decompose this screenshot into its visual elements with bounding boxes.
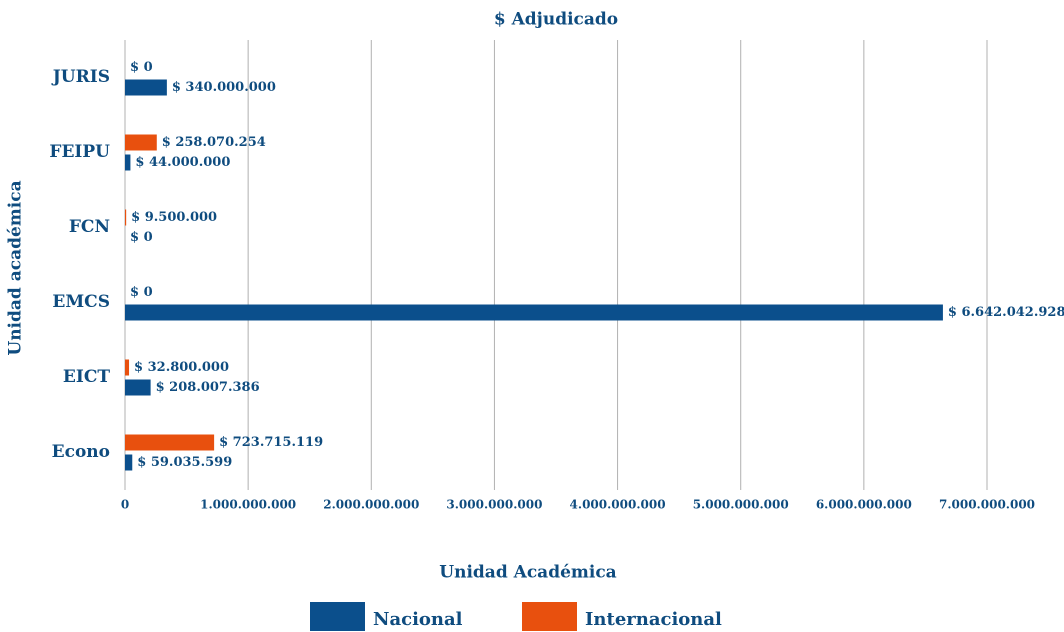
x-tick-label: 1.000.000.000	[200, 498, 296, 512]
y-tick-label: FEIPU	[49, 142, 110, 162]
chart-title: $ Adjudicado	[494, 10, 618, 30]
value-label: $ 723.715.119	[219, 435, 323, 450]
value-label: $ 59.035.599	[137, 455, 232, 470]
x-tick-label: 5.000.000.000	[693, 498, 789, 512]
value-label: $ 6.642.042.928	[948, 305, 1064, 320]
legend-label: Internacional	[585, 609, 722, 630]
bar	[125, 359, 130, 376]
y-tick-label: Econo	[52, 442, 110, 462]
y-axis-title: Unidad académica	[6, 180, 26, 355]
x-tick-label: 6.000.000.000	[816, 498, 912, 512]
value-label: $ 44.000.000	[135, 155, 230, 170]
bar	[125, 209, 127, 226]
y-tick-label: EICT	[63, 367, 110, 387]
bar	[125, 304, 943, 321]
bar	[125, 454, 133, 471]
bar	[125, 134, 157, 151]
legend-swatch	[310, 602, 365, 631]
bar	[125, 379, 151, 396]
value-label: $ 32.800.000	[134, 360, 229, 375]
value-label: $ 258.070.254	[162, 135, 266, 150]
value-label: $ 0	[130, 230, 153, 245]
value-label: $ 0	[130, 60, 153, 75]
x-axis-title: Unidad Académica	[439, 563, 616, 583]
bar	[125, 154, 131, 171]
legend-swatch	[522, 602, 577, 631]
value-label: $ 208.007.386	[156, 380, 260, 395]
y-tick-label: FCN	[69, 217, 110, 237]
y-tick-label: EMCS	[52, 292, 110, 312]
x-tick-label: 0	[121, 498, 129, 512]
y-tick-label: JURIS	[51, 67, 110, 87]
x-tick-label: 2.000.000.000	[323, 498, 419, 512]
bar	[125, 434, 215, 451]
value-label: $ 0	[130, 285, 153, 300]
value-label: $ 9.500.000	[131, 210, 217, 225]
x-tick-label: 3.000.000.000	[446, 498, 542, 512]
bar	[125, 79, 167, 96]
x-tick-label: 4.000.000.000	[570, 498, 666, 512]
value-label: $ 340.000.000	[172, 80, 276, 95]
x-tick-label: 7.000.000.000	[939, 498, 1035, 512]
legend-label: Nacional	[373, 609, 463, 630]
